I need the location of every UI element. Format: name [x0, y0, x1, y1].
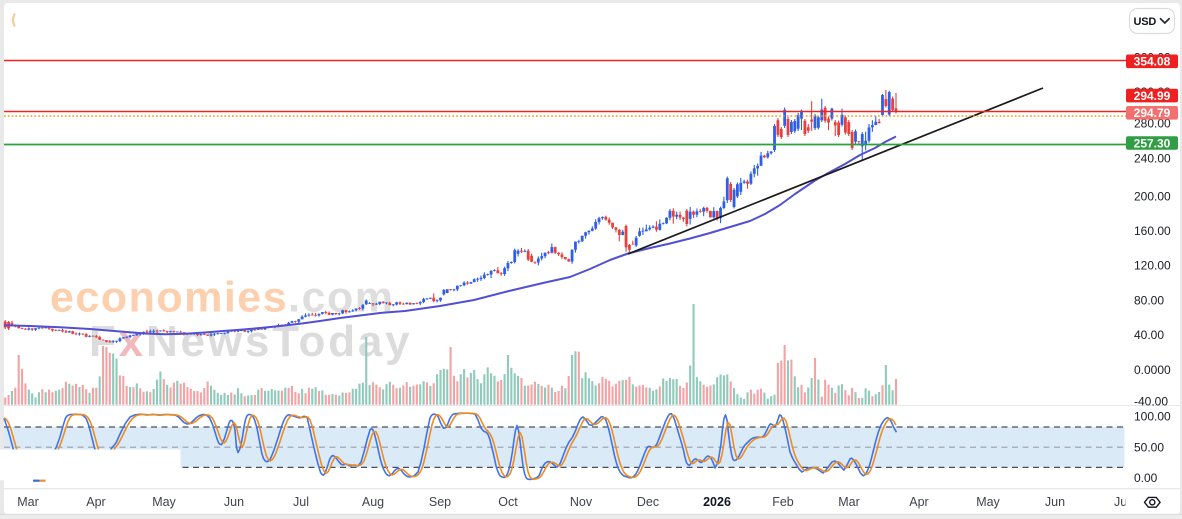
- svg-text:Sep: Sep: [429, 495, 451, 509]
- svg-text:Dec: Dec: [637, 495, 659, 509]
- svg-text:Jul: Jul: [293, 495, 309, 509]
- svg-text:0.00: 0.00: [1134, 471, 1158, 485]
- svg-text:May: May: [152, 495, 176, 509]
- svg-text:294.99: 294.99: [1134, 89, 1171, 103]
- svg-text:economies.com: economies.com: [50, 274, 395, 322]
- svg-text:240.00: 240.00: [1134, 151, 1171, 165]
- svg-text:280.00: 280.00: [1134, 117, 1171, 131]
- svg-text:50.00: 50.00: [1134, 440, 1164, 454]
- svg-text:0.0000: 0.0000: [1134, 363, 1171, 377]
- svg-text:Mar: Mar: [838, 495, 860, 509]
- svg-text:Jun: Jun: [1045, 495, 1065, 509]
- svg-text:354.08: 354.08: [1134, 55, 1171, 69]
- svg-text:160.00: 160.00: [1134, 224, 1171, 238]
- svg-text:USD: USD: [1134, 16, 1157, 28]
- svg-text:80.00: 80.00: [1134, 293, 1164, 307]
- svg-text:May: May: [976, 495, 1000, 509]
- svg-text:FxNewsToday: FxNewsToday: [89, 317, 412, 366]
- svg-text:Oct: Oct: [498, 495, 518, 509]
- svg-text:200.00: 200.00: [1134, 189, 1171, 203]
- svg-text:Nov: Nov: [570, 495, 593, 509]
- svg-text:294.79: 294.79: [1134, 106, 1171, 120]
- svg-text:40.00: 40.00: [1134, 328, 1164, 342]
- svg-text:-40.00: -40.00: [1134, 394, 1168, 408]
- svg-text:257.30: 257.30: [1134, 136, 1171, 150]
- svg-text:Aug: Aug: [362, 495, 384, 509]
- svg-text:Feb: Feb: [772, 495, 794, 509]
- svg-text:Jun: Jun: [224, 495, 244, 509]
- svg-text:2026: 2026: [703, 495, 731, 509]
- svg-text:Mar: Mar: [17, 495, 39, 509]
- svg-text:Apr: Apr: [909, 495, 928, 509]
- svg-text:100.00: 100.00: [1134, 410, 1171, 424]
- svg-text:120.00: 120.00: [1134, 259, 1171, 273]
- svg-text:Apr: Apr: [86, 495, 105, 509]
